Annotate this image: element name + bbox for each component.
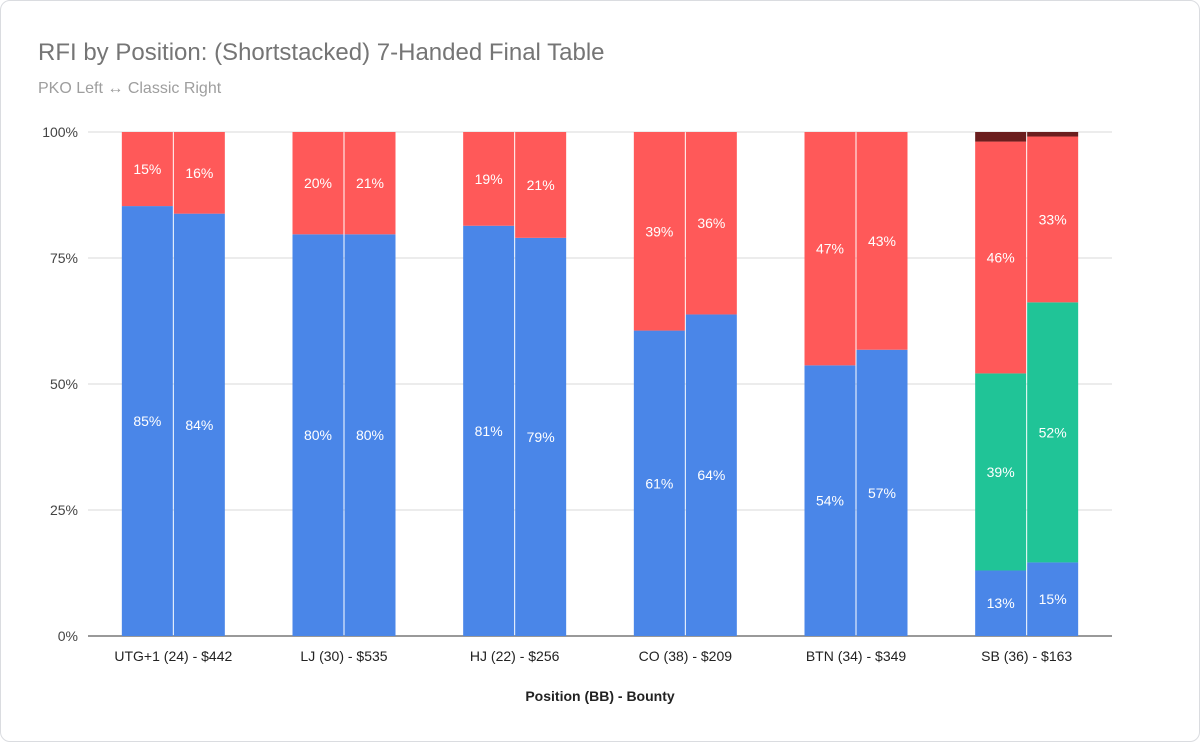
data-label: 33%	[1039, 211, 1067, 227]
data-label: 39%	[645, 223, 673, 239]
bar-segment-raise	[633, 132, 685, 331]
data-label: 47%	[816, 241, 844, 257]
data-label: 13%	[987, 595, 1015, 611]
bar-segment-fold	[173, 213, 225, 636]
chart-subtitle: PKO Left ↔ Classic Right	[38, 80, 222, 97]
bar-segment-fold	[292, 234, 344, 636]
x-tick-label: UTG+1 (24) - $442	[114, 648, 232, 664]
data-label: 20%	[304, 175, 332, 191]
y-tick-label: 75%	[50, 250, 78, 266]
x-tick-label: BTN (34) - $349	[806, 648, 907, 664]
data-label: 61%	[645, 475, 673, 491]
data-label: 21%	[356, 175, 384, 191]
y-tick-label: 0%	[58, 628, 78, 644]
bar-segment-fold	[463, 225, 515, 636]
x-tick-label: SB (36) - $163	[981, 648, 1072, 664]
y-tick-label: 100%	[42, 124, 78, 140]
data-label: 43%	[868, 233, 896, 249]
bar-segment-allin	[975, 132, 1027, 142]
bar-segment-fold	[1027, 562, 1079, 636]
data-label: 36%	[697, 215, 725, 231]
data-label: 52%	[1039, 424, 1067, 440]
x-axis-label: Position (BB) - Bounty	[525, 688, 675, 704]
bar-segment-limp	[1027, 302, 1079, 563]
data-label: 81%	[475, 423, 503, 439]
x-tick-label: CO (38) - $209	[639, 648, 733, 664]
axes: 0% 25% 50% 75% 100% UTG+1 (24) - $442 LJ (30) …	[42, 124, 1072, 664]
data-label: 54%	[816, 493, 844, 509]
bar-segment-raise	[856, 132, 908, 350]
data-labels: 85% 15% 84% 16% 80% 20% 80% 21% 81% 19% 79% 21% 61% 3…	[133, 161, 1066, 611]
chart-title: RFI by Position: (Shortstacked) 7-Handed…	[38, 39, 605, 66]
data-label: 16%	[185, 165, 213, 181]
bar-segment-raise	[685, 132, 737, 315]
bar-segment-raise	[463, 132, 515, 226]
bar-segment-fold	[121, 206, 173, 636]
bar-segment-fold	[515, 237, 567, 636]
data-label: 80%	[356, 427, 384, 443]
bar-segment-limp	[975, 373, 1027, 571]
data-label: 57%	[868, 485, 896, 501]
gridlines	[88, 131, 1112, 637]
data-label: 80%	[304, 427, 332, 443]
bar-segment-raise	[344, 132, 396, 235]
bar-segment-fold	[685, 314, 737, 636]
bar-segment-fold	[856, 349, 908, 636]
bar-segment-allin	[1027, 132, 1079, 137]
bar-segment-raise	[515, 132, 567, 238]
data-label: 85%	[133, 413, 161, 429]
bar-segment-raise	[975, 141, 1027, 374]
data-label: 79%	[527, 429, 555, 445]
bar-segment-raise	[804, 132, 856, 366]
bar-segment-raise	[292, 132, 344, 235]
data-label: 15%	[1039, 591, 1067, 607]
x-tick-label: HJ (22) - $256	[470, 648, 560, 664]
bar-segment-raise	[1027, 136, 1079, 303]
data-label: 19%	[475, 171, 503, 187]
bar-segment-fold	[975, 570, 1027, 636]
data-label: 64%	[697, 467, 725, 483]
x-tick-label: LJ (30) - $535	[300, 648, 387, 664]
bar-segment-fold	[804, 365, 856, 636]
data-label: 15%	[133, 161, 161, 177]
bar-segment-raise	[173, 132, 225, 214]
data-label: 39%	[987, 464, 1015, 480]
y-tick-label: 50%	[50, 376, 78, 392]
data-label: 84%	[185, 417, 213, 433]
data-label: 21%	[527, 177, 555, 193]
bars	[121, 132, 1079, 636]
bar-segment-fold	[633, 330, 685, 636]
data-label: 46%	[987, 249, 1015, 265]
bar-segment-fold	[344, 234, 396, 636]
bar-segment-raise	[121, 132, 173, 207]
y-tick-label: 25%	[50, 502, 78, 518]
